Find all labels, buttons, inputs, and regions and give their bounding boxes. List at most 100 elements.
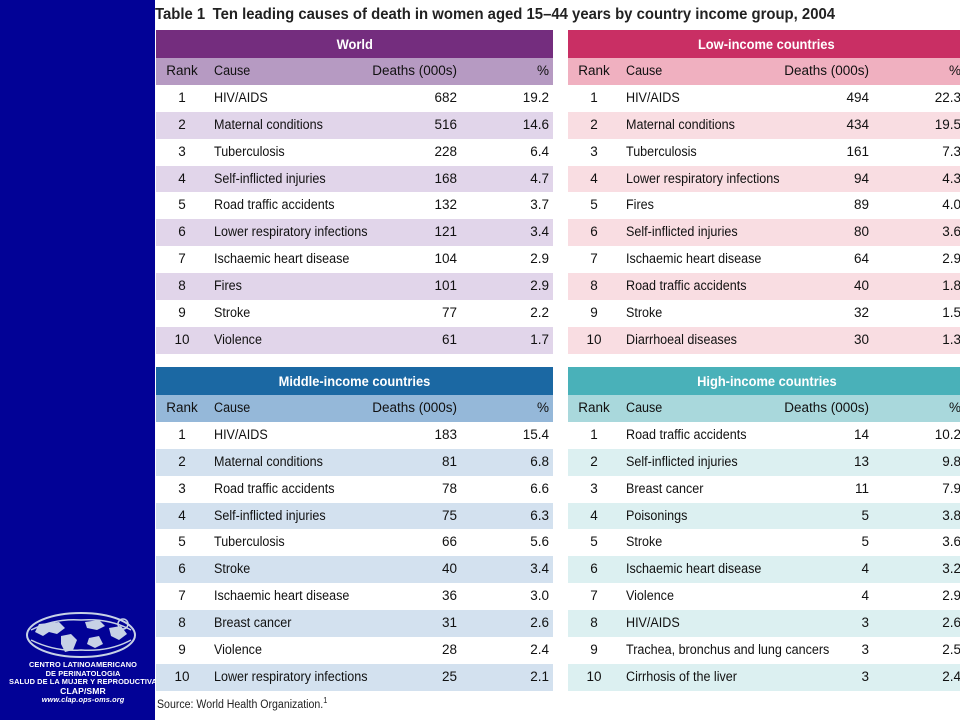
column-header-pct: %: [536, 400, 549, 415]
cause-cell: Diarrhoeal diseases: [626, 331, 737, 347]
rank-cell: 5: [178, 534, 186, 550]
table-row: 10 Lower respiratory infections 25 2.1: [156, 663, 553, 691]
rank-cell: 8: [590, 615, 598, 631]
cause-cell: Lower respiratory infections: [214, 668, 368, 684]
deaths-cell: 25: [441, 668, 457, 684]
rank-cell: 9: [590, 642, 598, 658]
deaths-cell: 36: [441, 588, 457, 604]
deaths-cell: 183: [434, 426, 457, 442]
percent-cell: 22.3: [934, 89, 960, 105]
table-row: 4 Self-inflicted injuries 75 6.3: [156, 502, 553, 530]
rank-cell: 7: [178, 588, 186, 604]
cause-cell: Self-inflicted injuries: [214, 170, 326, 186]
rank-cell: 10: [174, 668, 190, 684]
deaths-cell: 66: [441, 534, 457, 550]
percent-cell: 4.0: [942, 197, 960, 213]
deaths-cell: 77: [441, 305, 457, 321]
cause-cell: Self-inflicted injuries: [626, 224, 738, 240]
percent-cell: 6.8: [530, 453, 549, 469]
deaths-cell: 161: [846, 143, 869, 159]
percent-cell: 2.9: [942, 251, 960, 267]
cause-cell: Stroke: [626, 305, 663, 321]
percent-cell: 1.7: [530, 331, 549, 347]
cause-cell: Road traffic accidents: [626, 278, 747, 294]
cause-cell: HIV/AIDS: [626, 615, 680, 631]
sidebar-panel: CENTRO LATINOAMERICANO DE PERINATOLOGIA …: [0, 0, 157, 720]
cause-cell: HIV/AIDS: [214, 89, 268, 105]
cause-cell: HIV/AIDS: [214, 426, 268, 442]
table-row: 9 Stroke 32 1.5: [568, 300, 960, 327]
deaths-cell: 434: [846, 116, 869, 132]
column-header-pct: %: [948, 63, 960, 78]
deaths-cell: 104: [434, 251, 457, 267]
table-row: 1 HIV/AIDS 494 22.3: [568, 84, 960, 112]
percent-cell: 2.6: [942, 615, 960, 631]
percent-cell: 4.3: [942, 170, 960, 186]
percent-cell: 3.8: [942, 507, 960, 523]
rank-cell: 2: [178, 453, 186, 469]
cause-cell: Breast cancer: [626, 480, 704, 496]
column-header-cause: Cause: [626, 400, 663, 415]
column-header-deaths: Deaths (000s): [372, 400, 457, 415]
rank-cell: 6: [590, 224, 598, 240]
cause-cell: Trachea, bronchus and lung cancers: [626, 642, 830, 658]
cause-cell: Tuberculosis: [214, 143, 285, 159]
table-row: 10 Diarrhoeal diseases 30 1.3: [568, 326, 960, 354]
deaths-cell: 3: [861, 642, 869, 658]
cause-cell: Maternal conditions: [214, 453, 323, 469]
deaths-cell: 494: [846, 89, 869, 105]
percent-cell: 3.7: [530, 197, 549, 213]
cause-cell: Maternal conditions: [626, 116, 735, 132]
percent-cell: 3.4: [530, 561, 549, 577]
rank-cell: 9: [178, 642, 186, 658]
source-text: Source: World Health Organization.: [157, 698, 324, 711]
percent-cell: 15.4: [522, 426, 549, 442]
table-row: 9 Trachea, bronchus and lung cancers 3 2.5: [568, 637, 960, 664]
cause-cell: Ischaemic heart disease: [626, 561, 762, 577]
deaths-cell: 13: [853, 453, 869, 469]
table-number: Table 1: [155, 6, 206, 23]
table-row: 3 Tuberculosis 161 7.3: [568, 138, 960, 166]
deaths-cell: 3: [861, 668, 869, 684]
table-world: World Rank Cause Deaths (000s)% 1 HIV/AIDS 682…: [156, 30, 553, 354]
cause-cell: Violence: [214, 331, 262, 347]
table-title: Table 1 Ten leading causes of death in wo…: [155, 6, 835, 24]
deaths-cell: 14: [853, 426, 869, 442]
table-band-low-income: Low-income countries: [568, 30, 960, 58]
deaths-cell: 64: [853, 251, 869, 267]
table-row: 5 Fires 89 4.0: [568, 192, 960, 220]
table-header-row: Rank Cause Deaths (000s)%: [156, 395, 553, 422]
rank-cell: 4: [590, 170, 598, 186]
cause-cell: Lower respiratory infections: [626, 170, 780, 186]
rank-cell: 1: [178, 426, 186, 442]
deaths-cell: 30: [853, 331, 869, 347]
percent-cell: 3.2: [942, 561, 960, 577]
table-row: 2 Maternal conditions 516 14.6: [156, 111, 553, 139]
rank-cell: 4: [178, 507, 186, 523]
percent-cell: 5.6: [530, 534, 549, 550]
percent-cell: 6.3: [530, 507, 549, 523]
table-band-world: World: [156, 30, 553, 58]
table-name: High-income countries: [696, 373, 837, 389]
rank-cell: 1: [178, 89, 186, 105]
table-middle-income: Middle-income countries Rank Cause Deaths (…: [156, 367, 553, 691]
percent-cell: 1.3: [942, 331, 960, 347]
deaths-cell: 81: [441, 453, 457, 469]
cause-cell: Stroke: [626, 534, 663, 550]
table-header-row: Rank Cause Deaths (000s)%: [568, 58, 960, 85]
column-header-cause: Cause: [214, 400, 251, 415]
percent-cell: 19.5: [934, 116, 960, 132]
table-band-middle-income: Middle-income countries: [156, 367, 553, 395]
percent-cell: 2.2: [530, 305, 549, 321]
deaths-cell: 4: [861, 588, 869, 604]
logo-acronym: CLAP/SMR: [60, 685, 106, 696]
rank-cell: 4: [178, 170, 186, 186]
table-row: 4 Poisonings 5 3.8: [568, 502, 960, 530]
percent-cell: 2.5: [942, 642, 960, 658]
percent-cell: 2.6: [530, 615, 549, 631]
percent-cell: 3.6: [942, 224, 960, 240]
table-row: 5 Tuberculosis 66 5.6: [156, 529, 553, 557]
source-ref: 1: [323, 696, 328, 705]
table-title-text: Ten leading causes of death in women age…: [212, 6, 836, 23]
deaths-cell: 89: [853, 197, 869, 213]
